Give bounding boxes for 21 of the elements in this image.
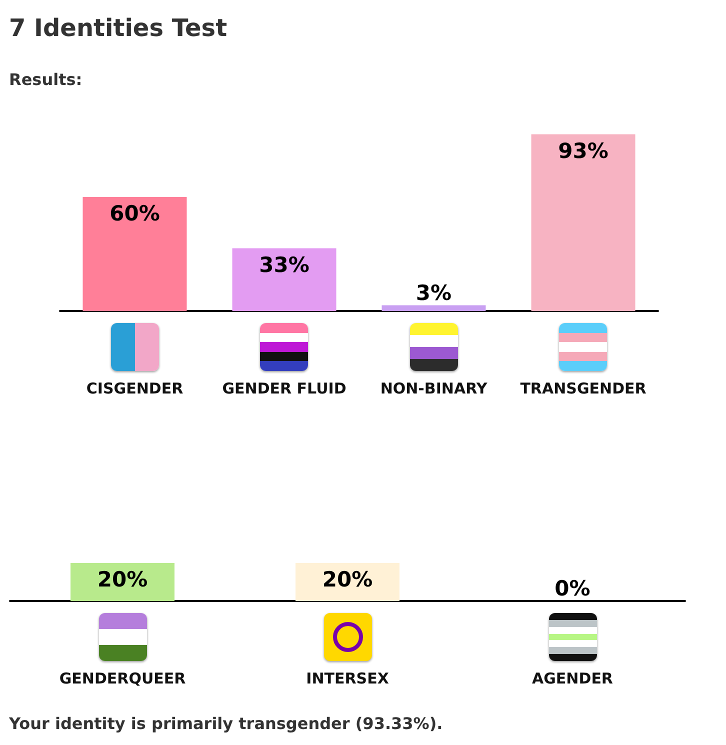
x-tick-label: GENDER FLUID (222, 380, 346, 398)
data-label: 3% (416, 280, 452, 305)
text: Your identity is primarily transgender (93.33%). (9, 714, 443, 733)
chart-title: 7 Identities Test (9, 14, 228, 42)
data-label: 93% (558, 138, 608, 163)
data-label: 33% (259, 252, 310, 277)
chart-subtitle: Results: (9, 70, 82, 89)
x-tick-label: NON-BINARY (380, 380, 488, 398)
data-label: 20% (322, 567, 373, 592)
data-label: 20% (97, 567, 148, 592)
x-tick-label: GENDERQUEER (59, 670, 186, 688)
x-tick-label: TRANSGENDER (520, 380, 647, 398)
bar (232, 248, 336, 311)
x-tick-label: INTERSEX (306, 670, 390, 688)
data-label: 0% (554, 576, 590, 600)
x-tick-label: AGENDER (532, 670, 614, 688)
bar (531, 134, 636, 311)
bar (382, 305, 486, 311)
data-label: 60% (110, 201, 160, 226)
x-tick-label: CISGENDER (86, 380, 184, 398)
bar (82, 196, 187, 311)
